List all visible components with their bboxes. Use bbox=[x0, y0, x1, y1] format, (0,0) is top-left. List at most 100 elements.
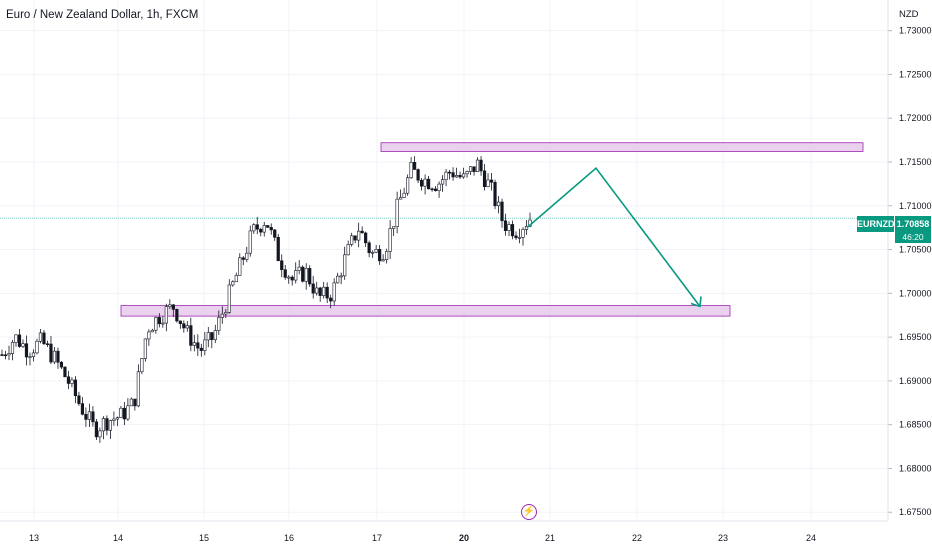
candle-body bbox=[423, 178, 427, 187]
candle-body bbox=[339, 275, 343, 278]
date-axis-label: 21 bbox=[545, 533, 555, 543]
candle-body bbox=[343, 254, 347, 277]
candle-body bbox=[3, 354, 8, 357]
candle-body bbox=[318, 287, 322, 296]
candle-body bbox=[199, 347, 203, 351]
candle-body bbox=[94, 421, 99, 438]
candle-body bbox=[297, 266, 301, 271]
candle-body bbox=[395, 198, 399, 227]
candle-body bbox=[87, 411, 92, 420]
symbol-title[interactable]: Euro / New Zealand Dollar, 1h, FXCM bbox=[6, 9, 199, 21]
candle-body bbox=[468, 166, 473, 172]
candle-body bbox=[129, 398, 133, 407]
candle-body bbox=[73, 379, 78, 397]
current-price-badge: EURNZD 1.70858 46:20 bbox=[857, 216, 931, 243]
candle-body bbox=[206, 332, 210, 341]
candle-body bbox=[49, 343, 53, 363]
candle-body bbox=[336, 275, 340, 284]
candle-body bbox=[63, 366, 67, 378]
currency-label: NZD bbox=[899, 9, 919, 20]
candle-body bbox=[269, 227, 273, 231]
candle-body bbox=[112, 418, 116, 421]
candle-body bbox=[406, 177, 410, 194]
candle-body bbox=[409, 162, 413, 179]
candle-body bbox=[31, 352, 36, 357]
candle-body bbox=[311, 283, 315, 294]
date-axis-label: 16 bbox=[284, 533, 294, 543]
candle-body bbox=[80, 403, 85, 415]
candle-body bbox=[108, 420, 112, 431]
candle-body bbox=[171, 304, 175, 310]
candle-body bbox=[203, 339, 207, 351]
candle-body bbox=[451, 172, 455, 178]
candle-body bbox=[399, 197, 403, 200]
candle-body bbox=[507, 224, 511, 231]
candle-body bbox=[7, 353, 11, 356]
candle-body bbox=[45, 343, 50, 346]
price-axis-label: 1.73000 bbox=[899, 26, 932, 36]
candle-body bbox=[84, 413, 88, 420]
candle-body bbox=[126, 405, 130, 420]
candle-body bbox=[447, 171, 452, 174]
lightning-icon[interactable]: ⚡ bbox=[521, 504, 537, 520]
candle-body bbox=[322, 286, 326, 296]
candle-body bbox=[14, 334, 18, 343]
candle-body bbox=[52, 350, 57, 363]
price-axis-label: 1.71000 bbox=[899, 201, 932, 211]
price-axis-label: 1.70000 bbox=[899, 288, 932, 298]
candle-body bbox=[301, 266, 305, 282]
support-zone bbox=[120, 305, 731, 317]
candle-body bbox=[168, 304, 172, 307]
badge-symbol: EURNZD bbox=[857, 216, 895, 232]
badge-countdown: 46:20 bbox=[895, 232, 931, 243]
candle-body bbox=[66, 376, 71, 384]
candle-body bbox=[392, 226, 396, 229]
candle-body bbox=[185, 325, 189, 329]
date-axis-label: 17 bbox=[372, 533, 382, 543]
candle-body bbox=[475, 159, 480, 172]
candle-body bbox=[374, 249, 378, 253]
price-axis-label: 1.69500 bbox=[899, 332, 932, 342]
candle-body bbox=[315, 287, 319, 294]
price-axis-label: 1.72500 bbox=[899, 69, 932, 79]
candle-body bbox=[287, 276, 291, 279]
candle-body bbox=[426, 178, 431, 190]
candle-body bbox=[416, 169, 420, 181]
candle-body bbox=[353, 235, 357, 241]
candle-body bbox=[24, 343, 29, 358]
candle-body bbox=[262, 225, 266, 233]
candle-body bbox=[458, 175, 462, 178]
candle-body bbox=[454, 175, 459, 178]
candle-body bbox=[444, 171, 448, 180]
candle-body bbox=[461, 173, 466, 178]
candle-body bbox=[482, 170, 487, 187]
candle-body bbox=[510, 224, 515, 237]
candle-body bbox=[28, 356, 32, 358]
price-axis-label: 1.67500 bbox=[899, 507, 932, 517]
candle-body bbox=[503, 220, 508, 231]
candle-body bbox=[367, 242, 371, 254]
candle-body bbox=[420, 179, 424, 187]
candle-body bbox=[91, 411, 95, 423]
candle-body bbox=[364, 232, 368, 244]
candle-body bbox=[388, 228, 392, 252]
candle-body bbox=[294, 270, 298, 281]
price-axis-label: 1.71500 bbox=[899, 157, 932, 167]
candle-body bbox=[175, 309, 179, 322]
candle-body bbox=[241, 257, 245, 260]
candle-body bbox=[217, 317, 221, 331]
price-axis-label: 1.68500 bbox=[899, 420, 932, 430]
candle-body bbox=[122, 407, 126, 420]
candle-body bbox=[59, 361, 64, 368]
candle-body bbox=[276, 236, 280, 262]
candle-body bbox=[486, 179, 490, 187]
candle-body bbox=[161, 322, 165, 325]
price-axis-label: 1.69000 bbox=[899, 376, 932, 386]
date-axis-label: 20 bbox=[459, 533, 469, 543]
candle-body bbox=[42, 332, 46, 345]
candle-body bbox=[164, 306, 168, 324]
candle-body bbox=[517, 237, 522, 239]
date-axis-label: 23 bbox=[718, 533, 728, 543]
